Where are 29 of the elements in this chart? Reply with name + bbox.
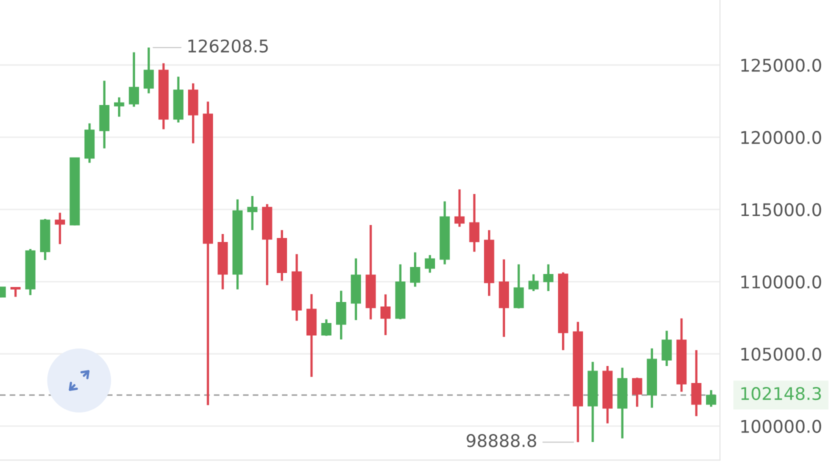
candlestick <box>410 251 420 288</box>
y-tick-label: 100000.0 <box>741 420 822 433</box>
y-tick-label: 125000.0 <box>741 58 822 72</box>
annotation: 126208.5 <box>188 39 268 53</box>
candlestick <box>514 263 524 310</box>
candlestick <box>114 96 124 118</box>
y-tick-label: 105000.0 <box>741 348 822 361</box>
candlestick <box>454 188 465 228</box>
annotation: 98888.8 <box>466 434 536 448</box>
candlestick <box>10 286 21 298</box>
y-tick-label: 110000.0 <box>741 275 822 288</box>
candlestick <box>706 389 716 408</box>
ref-line-label: 102148.3 <box>741 386 821 400</box>
candlestick <box>662 330 672 368</box>
candlestick <box>528 273 539 292</box>
candlestick <box>380 293 391 336</box>
candlestick <box>543 263 554 292</box>
candlestick <box>54 212 66 246</box>
candlestick <box>128 51 140 108</box>
y-tick-label: 115000.0 <box>741 203 822 216</box>
candlestick <box>469 192 480 253</box>
candlestick <box>247 194 258 232</box>
candlestick <box>632 376 642 408</box>
candlestick <box>336 290 346 341</box>
candlestick <box>321 318 332 337</box>
candlestick <box>424 254 436 274</box>
y-tick-label: 120000.0 <box>741 130 822 144</box>
candlestick <box>691 349 702 418</box>
candlestick <box>144 46 154 94</box>
